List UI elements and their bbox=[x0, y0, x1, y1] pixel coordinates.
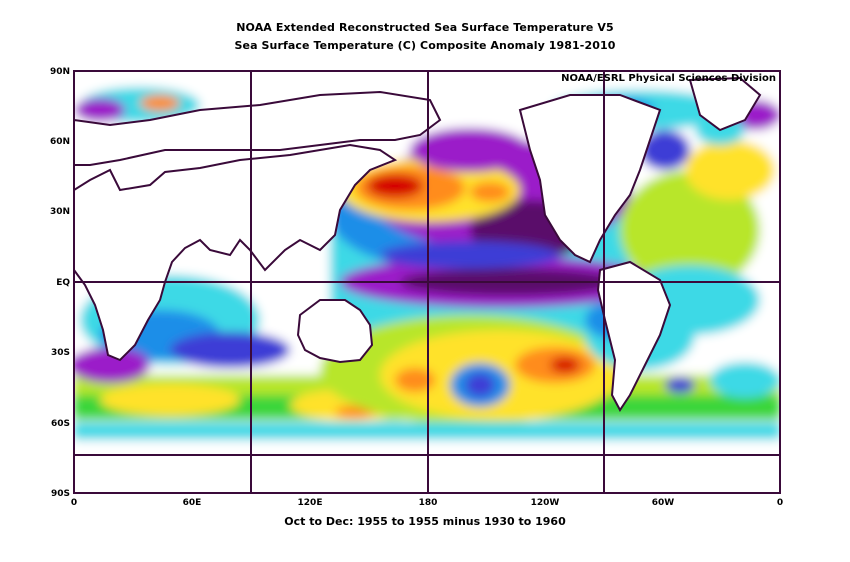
map-footer: Oct to Dec: 1955 to 1955 minus 1930 to 1… bbox=[284, 515, 566, 528]
lat-label: 90N bbox=[50, 67, 70, 77]
lon-label: 0 bbox=[71, 498, 77, 508]
latitude-labels: 90N 60N 30N EQ 30S 60S 90S bbox=[50, 67, 70, 499]
lat-label: 60N bbox=[50, 137, 70, 147]
lon-label: 60E bbox=[183, 498, 202, 508]
credit-label: NOAA/ESRL Physical Sciences Division bbox=[561, 73, 776, 84]
lat-label: 60S bbox=[51, 419, 70, 429]
lat-label: 30S bbox=[51, 348, 70, 358]
lon-label: 60W bbox=[652, 498, 675, 508]
lon-label: 0 bbox=[777, 498, 783, 508]
lon-label: 120E bbox=[298, 498, 323, 508]
lon-label: 180 bbox=[419, 498, 438, 508]
longitude-labels: 0 60E 120E 180 120W 60W 0 bbox=[71, 498, 783, 508]
map-subtitle: Sea Surface Temperature (C) Composite An… bbox=[234, 39, 616, 52]
lon-label: 120W bbox=[531, 498, 560, 508]
lat-label: 30N bbox=[50, 207, 70, 217]
grid-lines bbox=[74, 71, 780, 493]
lat-label: 90S bbox=[51, 489, 70, 499]
map-title: NOAA Extended Reconstructed Sea Surface … bbox=[236, 21, 614, 34]
lat-label: EQ bbox=[56, 278, 70, 288]
